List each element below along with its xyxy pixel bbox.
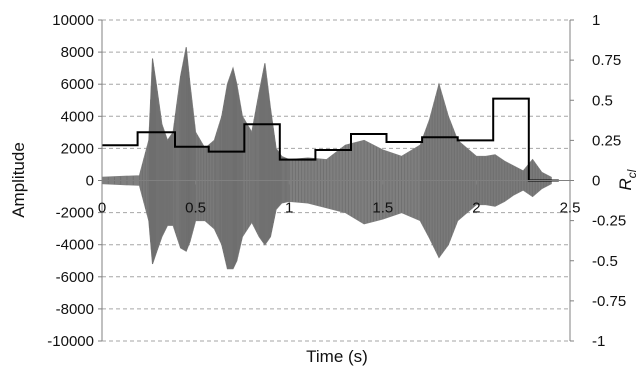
y2-tick-label: -0.25 [592,213,626,230]
y-tick-label: -4000 [56,237,94,254]
x-tick-label: 2.5 [560,200,581,217]
y-tick-label: 4000 [61,108,94,125]
waveform-series [101,47,552,270]
axes [98,19,574,342]
y-tick-label: -10000 [47,333,94,350]
x-tick-label: 1 [285,200,293,217]
y2-axis-title: Rcl [616,169,639,190]
x-tick-label: 0 [98,200,106,217]
step-series [102,97,559,182]
y-axis-title: Amplitude [9,142,28,218]
y2-axis-title-sub: cl [625,169,639,178]
y-tick-label: 10000 [52,12,94,29]
x-tick-label: 1.5 [372,200,393,217]
y2-tick-label: 0.25 [592,132,621,149]
y-tick-label: -8000 [56,301,94,318]
x-tick-label: 2 [472,200,480,217]
y2-tick-label: 0.5 [592,92,613,109]
y-tick-label: 2000 [61,140,94,157]
y2-tick-label: 0 [592,173,600,190]
rcl-step-line [102,97,559,182]
y2-tick-label: 1 [592,12,600,29]
x-tick-label: 0.5 [185,200,206,217]
y-tick-label: 0 [86,173,94,190]
y2-tick-label: 0.75 [592,52,621,69]
y-tick-label: 8000 [61,44,94,61]
y2-tick-label: -0.5 [592,253,618,270]
y2-axis-title-main: R [616,178,635,190]
y2-tick-label: -0.75 [592,293,626,310]
y2-tick-label: -1 [592,333,605,350]
y2-tick-labels: 1 0.75 0.5 0.25 0 -0.25 -0.5 -0.75 -1 [592,12,626,350]
y-tick-labels: 10000 8000 6000 4000 2000 0 -2000 -4000 -6000 -80… [47,12,94,350]
y-tick-label: -2000 [56,205,94,222]
x-axis-title: Time (s) [306,347,368,366]
y-tick-label: -6000 [56,269,94,286]
x-tick-labels: 0 0.5 1 1.5 2 2.5 [98,200,581,217]
y-tick-label: 6000 [61,76,94,93]
